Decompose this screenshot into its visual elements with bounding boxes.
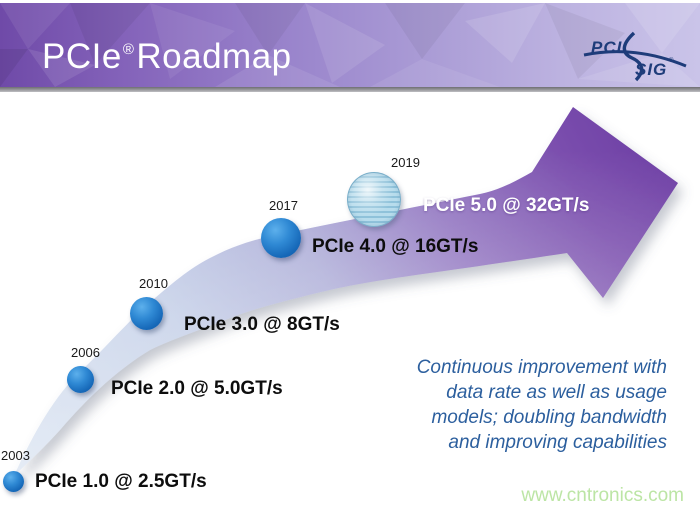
pci-sig-logo: PCI SIG ®	[552, 31, 692, 87]
year-label-2017: 2017	[269, 198, 298, 213]
milestone-label-2010: PCIe 3.0 @ 8GT/s	[184, 314, 340, 335]
top-white-strip	[0, 0, 700, 3]
header-divider	[0, 87, 700, 92]
logo-pci-text: PCI	[591, 38, 623, 57]
year-label-2006: 2006	[71, 345, 100, 360]
year-label-2003: 2003	[1, 448, 30, 463]
title-text: PCIe	[42, 37, 122, 76]
roadmap-arrow-body	[14, 107, 678, 476]
logo-sig-text: SIG	[635, 60, 668, 79]
annotation-line-3: models; doubling bandwidth	[431, 407, 667, 428]
title-text-rest: Roadmap	[136, 37, 292, 76]
header-banner: PCIe®Roadmap PCI SIG ®	[0, 3, 700, 87]
milestone-label-2003: PCIe 1.0 @ 2.5GT/s	[35, 471, 207, 492]
logo-registered-mark: ®	[669, 58, 674, 64]
page-title: PCIe®Roadmap	[42, 37, 292, 77]
annotation-text: Continuous improvement with data rate as…	[365, 355, 667, 455]
year-label-2010: 2010	[139, 276, 168, 291]
annotation-line-4: and improving capabilities	[448, 432, 667, 453]
annotation-line-1: Continuous improvement with	[416, 357, 667, 378]
milestone-dot-2006	[67, 366, 94, 393]
milestone-dot-2003	[3, 471, 24, 492]
milestone-dot-2010	[130, 297, 163, 330]
milestone-label-2019: PCIe 5.0 @ 32GT/s	[423, 195, 590, 216]
milestone-label-2006: PCIe 2.0 @ 5.0GT/s	[111, 378, 283, 399]
header-facet-texture	[0, 3, 700, 87]
annotation-line-2: data rate as well as usage	[446, 382, 667, 403]
watermark: www.cntronics.com	[521, 485, 684, 506]
milestone-label-2017: PCIe 4.0 @ 16GT/s	[312, 236, 479, 257]
milestone-dot-2017	[261, 218, 301, 258]
milestone-dot-2019	[347, 172, 401, 227]
year-label-2019: 2019	[391, 155, 420, 170]
pci-sig-logo-swoosh	[583, 31, 687, 82]
registered-mark: ®	[122, 41, 135, 58]
